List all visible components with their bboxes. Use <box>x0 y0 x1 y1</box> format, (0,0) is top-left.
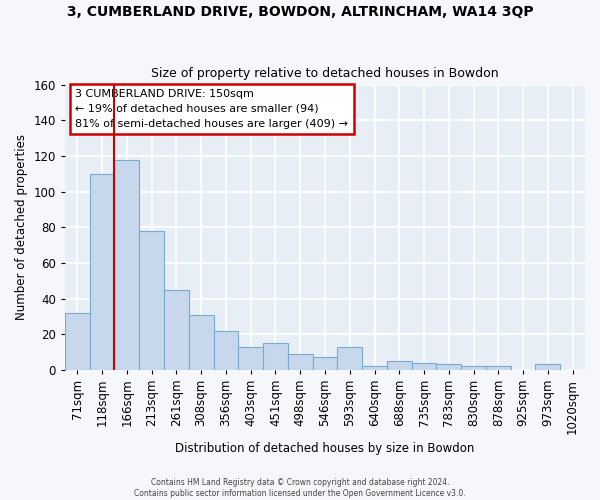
Bar <box>288 354 313 370</box>
Text: 3 CUMBERLAND DRIVE: 150sqm
← 19% of detached houses are smaller (94)
81% of semi: 3 CUMBERLAND DRIVE: 150sqm ← 19% of deta… <box>76 89 349 128</box>
Bar <box>263 343 288 370</box>
Bar <box>461 366 486 370</box>
Bar <box>238 346 263 370</box>
Bar <box>412 362 436 370</box>
Bar <box>486 366 511 370</box>
X-axis label: Distribution of detached houses by size in Bowdon: Distribution of detached houses by size … <box>175 442 475 455</box>
Bar <box>313 358 337 370</box>
Bar <box>362 366 387 370</box>
Bar <box>90 174 115 370</box>
Bar <box>189 314 214 370</box>
Bar <box>337 346 362 370</box>
Text: Contains HM Land Registry data © Crown copyright and database right 2024.
Contai: Contains HM Land Registry data © Crown c… <box>134 478 466 498</box>
Bar <box>139 231 164 370</box>
Text: 3, CUMBERLAND DRIVE, BOWDON, ALTRINCHAM, WA14 3QP: 3, CUMBERLAND DRIVE, BOWDON, ALTRINCHAM,… <box>67 5 533 19</box>
Title: Size of property relative to detached houses in Bowdon: Size of property relative to detached ho… <box>151 66 499 80</box>
Bar <box>387 361 412 370</box>
Bar <box>436 364 461 370</box>
Bar <box>164 290 189 370</box>
Bar <box>535 364 560 370</box>
Y-axis label: Number of detached properties: Number of detached properties <box>15 134 28 320</box>
Bar <box>214 330 238 370</box>
Bar <box>115 160 139 370</box>
Bar <box>65 313 90 370</box>
